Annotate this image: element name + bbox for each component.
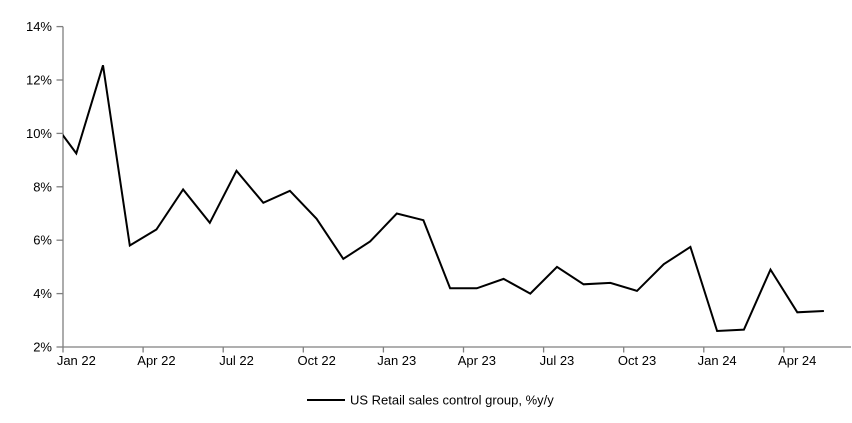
y-tick-label: 12% [26, 73, 52, 88]
x-tick-label: Apr 22 [137, 353, 175, 368]
y-tick-label: 6% [33, 233, 52, 248]
y-axis-ticks: 2% 4% 6% 8% 10% 12% 14% [26, 19, 63, 355]
x-tick-label: Jul 23 [540, 353, 575, 368]
y-tick-label: 4% [33, 286, 52, 301]
y-tick-label: 14% [26, 19, 52, 34]
x-tick-label: Jul 22 [219, 353, 254, 368]
x-tick-label: Jan 22 [57, 353, 96, 368]
legend-label: US Retail sales control group, %y/y [350, 393, 554, 408]
x-tick-label: Jan 24 [698, 353, 737, 368]
axes [62, 26, 851, 348]
x-tick-label: Apr 23 [458, 353, 496, 368]
data-series-line [63, 65, 824, 333]
y-tick-label: 2% [33, 340, 52, 355]
y-tick-label: 10% [26, 126, 52, 141]
x-tick-label: Oct 23 [618, 353, 656, 368]
legend: US Retail sales control group, %y/y [307, 393, 554, 408]
y-tick-label: 8% [33, 179, 52, 194]
x-tick-label: Jan 23 [377, 353, 416, 368]
x-tick-label: Apr 24 [778, 353, 816, 368]
x-tick-label: Oct 22 [298, 353, 336, 368]
x-axis-ticks: Jan 22 Apr 22 Jul 22 Oct 22 Jan 23 Apr 23 Jul … [57, 347, 816, 368]
series-polyline [63, 65, 824, 333]
